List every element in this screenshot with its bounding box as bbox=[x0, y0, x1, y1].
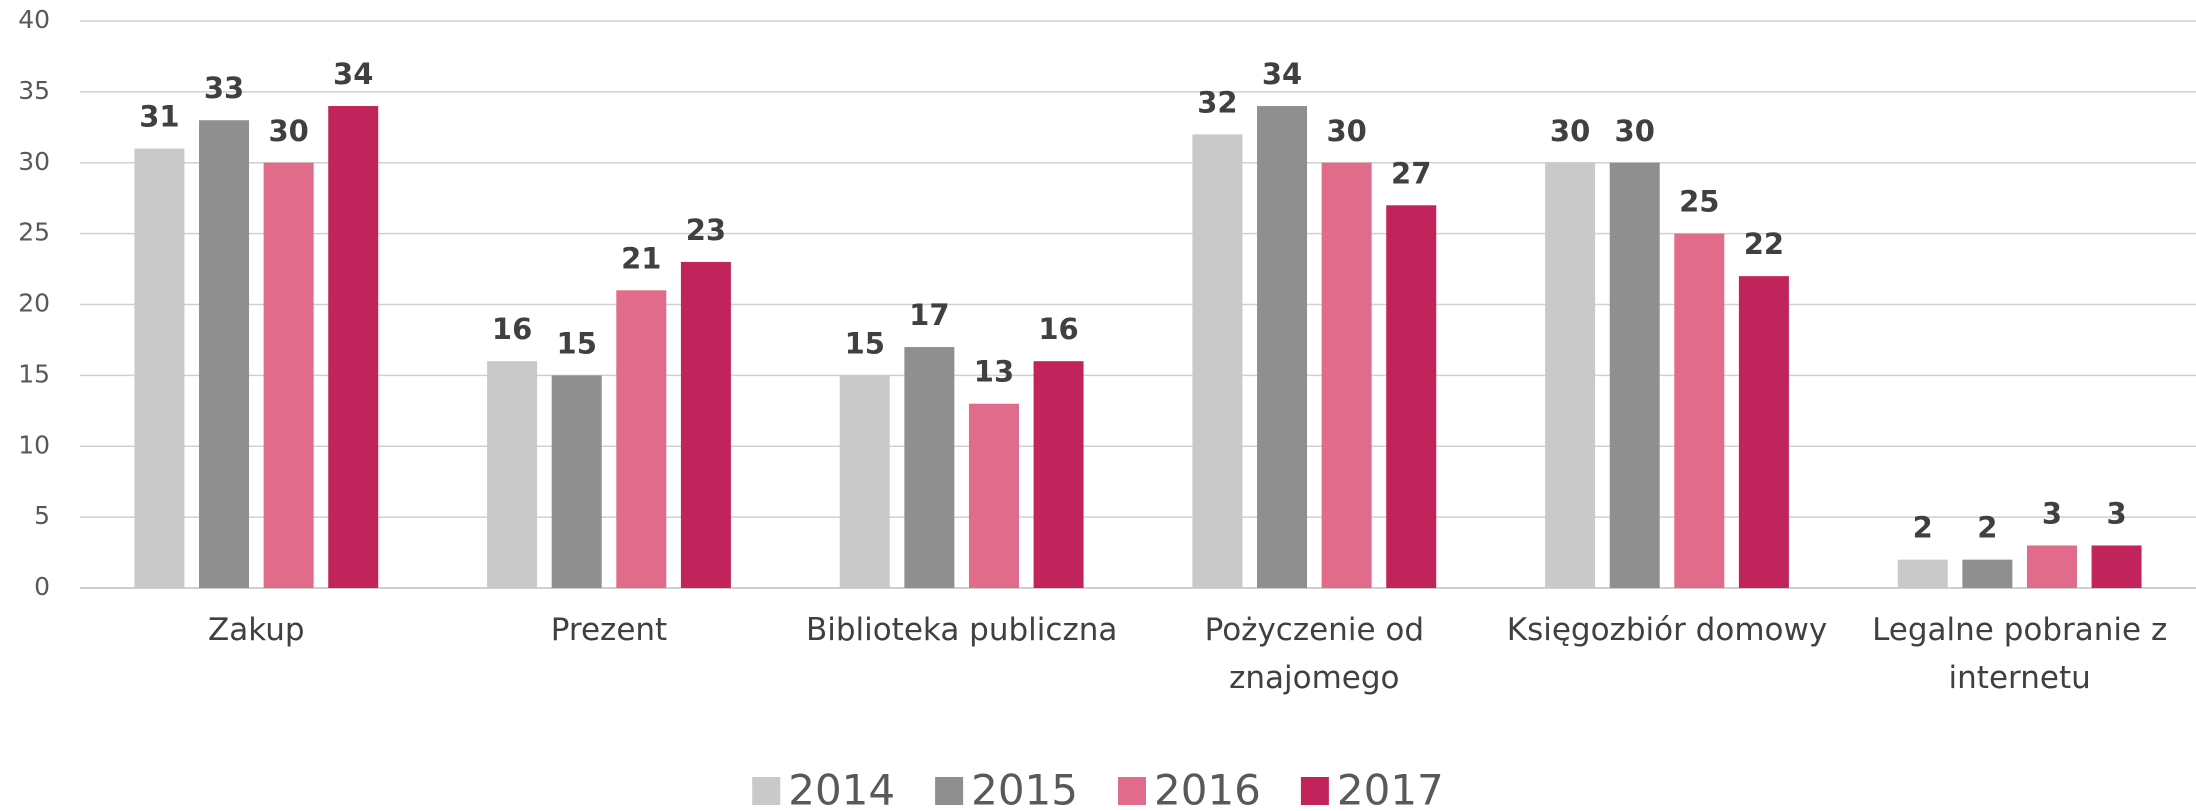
y-tick-label: 15 bbox=[18, 359, 50, 388]
bar bbox=[1962, 559, 2013, 588]
data-label: 15 bbox=[845, 326, 885, 360]
data-label: 3 bbox=[2106, 496, 2126, 530]
bar bbox=[1897, 559, 1948, 588]
legend-swatch bbox=[1118, 777, 1146, 805]
bar bbox=[968, 403, 1019, 588]
legend-swatch bbox=[752, 777, 781, 805]
y-tick-label: 40 bbox=[18, 5, 50, 34]
bar bbox=[1192, 134, 1243, 588]
bar bbox=[328, 106, 379, 589]
bar bbox=[1674, 233, 1725, 588]
bar bbox=[680, 261, 731, 588]
x-tick-label: Biblioteka publiczna bbox=[805, 612, 1118, 648]
data-label: 17 bbox=[909, 298, 949, 332]
legend-label: 2014 bbox=[788, 766, 895, 811]
bar bbox=[904, 347, 955, 588]
y-tick-label: 5 bbox=[34, 501, 50, 530]
data-label: 2 bbox=[1913, 511, 1933, 545]
data-label: 15 bbox=[557, 326, 597, 360]
bar bbox=[1257, 106, 1308, 589]
bar bbox=[1386, 205, 1437, 588]
data-label: 2 bbox=[1977, 511, 1997, 545]
data-label: 3 bbox=[2042, 496, 2062, 530]
y-tick-label: 0 bbox=[34, 572, 50, 601]
bar bbox=[134, 148, 185, 588]
x-tick-label: Księgozbiór domowy bbox=[1506, 612, 1828, 648]
bar bbox=[551, 375, 602, 588]
legend-swatch bbox=[1300, 777, 1329, 805]
data-label: 30 bbox=[1550, 114, 1590, 148]
data-label: 34 bbox=[333, 57, 373, 91]
data-label: 22 bbox=[1744, 227, 1784, 261]
bar bbox=[1033, 361, 1084, 588]
bar bbox=[199, 120, 250, 588]
data-label: 23 bbox=[686, 213, 726, 247]
bar bbox=[1609, 162, 1660, 588]
bar bbox=[2091, 545, 2142, 588]
y-tick-label: 30 bbox=[18, 147, 50, 176]
y-tick-label: 10 bbox=[18, 430, 50, 459]
legend-label: 2015 bbox=[971, 766, 1078, 811]
x-tick-label: Pożyczenie od znajomego bbox=[1204, 612, 1425, 696]
bar bbox=[616, 290, 667, 588]
data-label: 30 bbox=[1326, 114, 1366, 148]
data-label: 27 bbox=[1391, 156, 1431, 190]
data-label: 30 bbox=[1615, 114, 1655, 148]
data-label: 16 bbox=[1038, 312, 1078, 346]
data-label: 21 bbox=[621, 241, 661, 275]
y-tick-label: 35 bbox=[18, 76, 50, 105]
data-label: 13 bbox=[974, 355, 1014, 389]
y-tick-label: 25 bbox=[18, 218, 50, 247]
y-tick-label: 20 bbox=[18, 289, 50, 318]
data-label: 25 bbox=[1679, 185, 1719, 219]
data-label: 30 bbox=[268, 114, 308, 148]
x-tick-label: Prezent bbox=[550, 612, 668, 648]
legend-label: 2017 bbox=[1337, 766, 1444, 811]
bar bbox=[839, 375, 890, 588]
data-label: 16 bbox=[492, 312, 532, 346]
bar bbox=[487, 361, 538, 588]
legend-swatch bbox=[935, 777, 964, 805]
x-tick-label: Legalne pobranie z internetu bbox=[1872, 612, 2168, 696]
legend-label: 2016 bbox=[1154, 766, 1261, 811]
bar bbox=[1321, 162, 1372, 588]
x-tick-label: Zakup bbox=[208, 612, 305, 648]
data-label: 33 bbox=[204, 71, 244, 105]
bar bbox=[2026, 545, 2077, 588]
data-label: 32 bbox=[1197, 85, 1237, 119]
data-label: 34 bbox=[1262, 57, 1302, 91]
bar bbox=[1545, 162, 1596, 588]
bar bbox=[1738, 276, 1789, 588]
data-label: 31 bbox=[139, 100, 179, 134]
bar bbox=[263, 162, 314, 588]
